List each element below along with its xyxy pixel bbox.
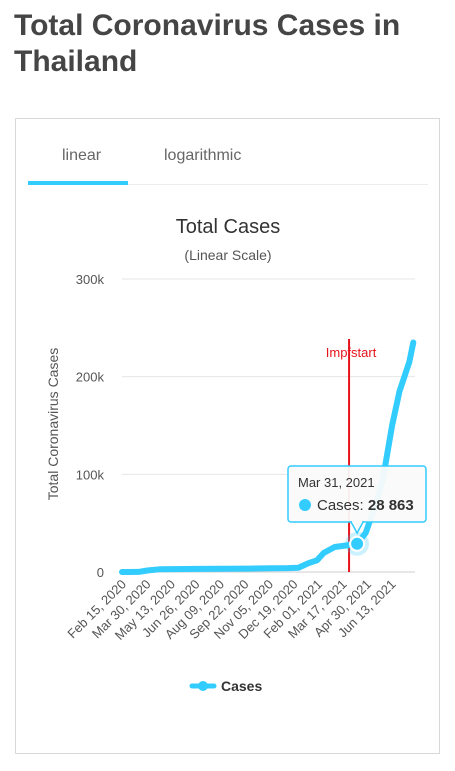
annotation-layer: Impfstart bbox=[326, 339, 377, 572]
legend[interactable]: Cases bbox=[189, 678, 262, 694]
chart-svg: Total Cases (Linear Scale) Total Coronav… bbox=[45, 216, 427, 694]
y-axis-label: Total Coronavirus Cases bbox=[45, 348, 61, 501]
chart-card: linear logarithmic Total Cases (Linear S… bbox=[15, 118, 440, 754]
tabs-divider bbox=[28, 184, 428, 185]
chart-subtitle: (Linear Scale) bbox=[184, 247, 271, 263]
tab-linear[interactable]: linear bbox=[62, 147, 102, 164]
y-tick-label: 0 bbox=[97, 565, 104, 580]
y-axis-ticks: 0 100k 200k 300k bbox=[76, 272, 105, 580]
tooltip-pointer-mask bbox=[352, 520, 363, 523]
tooltip-pointer bbox=[349, 521, 365, 535]
y-tick-label: 200k bbox=[76, 370, 105, 385]
page-title: Total Coronavirus Cases in Thailand bbox=[14, 9, 401, 78]
tooltip: Mar 31, 2021 Cases: 28 863 bbox=[287, 465, 427, 556]
annotation-label: Impfstart bbox=[326, 345, 377, 360]
y-tick-label: 100k bbox=[76, 467, 105, 482]
legend-marker bbox=[198, 681, 208, 691]
y-tick-label: 300k bbox=[76, 272, 105, 287]
active-tab-indicator bbox=[28, 181, 128, 185]
tooltip-date: Mar 31, 2021 bbox=[298, 475, 375, 490]
legend-item-cases[interactable]: Cases bbox=[221, 678, 262, 694]
highlight-point bbox=[349, 535, 366, 552]
tooltip-value: Cases: 28 863 bbox=[317, 497, 414, 514]
grid-lines bbox=[122, 278, 415, 573]
tooltip-series-dot bbox=[299, 499, 311, 511]
chart-title: Total Cases bbox=[176, 216, 281, 238]
tab-logarithmic[interactable]: logarithmic bbox=[164, 147, 242, 164]
